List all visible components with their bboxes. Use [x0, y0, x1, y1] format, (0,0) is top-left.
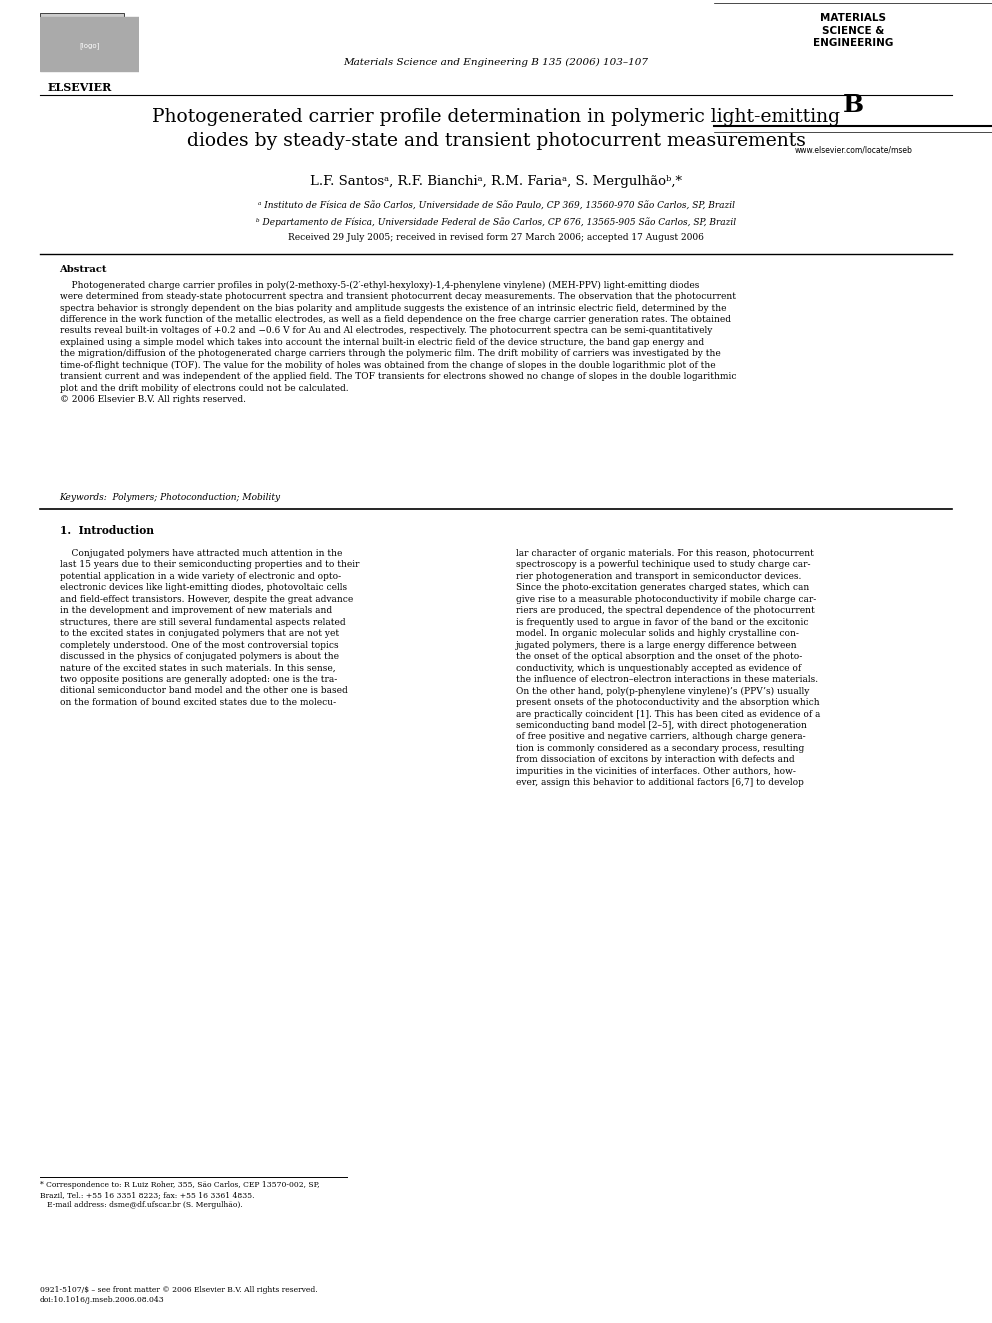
Text: 0921-5107/$ – see front matter © 2006 Elsevier B.V. All rights reserved.
doi:10.: 0921-5107/$ – see front matter © 2006 El… [40, 1286, 317, 1303]
Text: Abstract: Abstract [60, 265, 107, 274]
Text: 🌳: 🌳 [78, 38, 86, 52]
Text: ᵇ Departamento de Física, Universidade Federal de São Carlos, CP 676, 13565-905 : ᵇ Departamento de Física, Universidade F… [256, 217, 736, 226]
Bar [40, 13, 124, 69]
Text: [logo]: [logo] [79, 42, 99, 49]
Text: Received 29 July 2005; received in revised form 27 March 2006; accepted 17 Augus: Received 29 July 2005; received in revis… [288, 233, 704, 242]
Text: lar character of organic materials. For this reason, photocurrent
spectroscopy i: lar character of organic materials. For … [516, 549, 820, 787]
Bar [40, 17, 139, 71]
Text: ᵃ Instituto de Física de São Carlos, Universidade de São Paulo, CP 369, 13560-97: ᵃ Instituto de Física de São Carlos, Uni… [258, 201, 734, 210]
Text: MATERIALS
SCIENCE &
ENGINEERING: MATERIALS SCIENCE & ENGINEERING [812, 13, 894, 48]
Text: Materials Science and Engineering B 135 (2006) 103–107: Materials Science and Engineering B 135 … [343, 58, 649, 67]
Text: B: B [842, 93, 864, 116]
Text: L.F. Santosᵃ, R.F. Bianchiᵃ, R.M. Fariaᵃ, S. Mergulhãoᵇ,*: L.F. Santosᵃ, R.F. Bianchiᵃ, R.M. Fariaᵃ… [310, 175, 682, 188]
Text: Conjugated polymers have attracted much attention in the
last 15 years due to th: Conjugated polymers have attracted much … [60, 549, 359, 706]
Text: www.elsevier.com/locate/mseb: www.elsevier.com/locate/mseb [795, 146, 912, 155]
Text: Photogenerated carrier profile determination in polymeric light-emitting
diodes : Photogenerated carrier profile determina… [152, 108, 840, 149]
Text: Photogenerated charge carrier profiles in poly(2-methoxy-5-(2′-ethyl-hexyloxy)-1: Photogenerated charge carrier profiles i… [60, 280, 736, 405]
Text: Keywords:  Polymers; Photoconduction; Mobility: Keywords: Polymers; Photoconduction; Mob… [60, 493, 281, 503]
Text: * Correspondence to: R Luiz Roher, 355, São Carlos, CEP 13570-002, SP,
Brazil, T: * Correspondence to: R Luiz Roher, 355, … [40, 1181, 319, 1209]
Text: 1.  Introduction: 1. Introduction [60, 525, 154, 536]
Text: ELSEVIER: ELSEVIER [48, 82, 111, 93]
